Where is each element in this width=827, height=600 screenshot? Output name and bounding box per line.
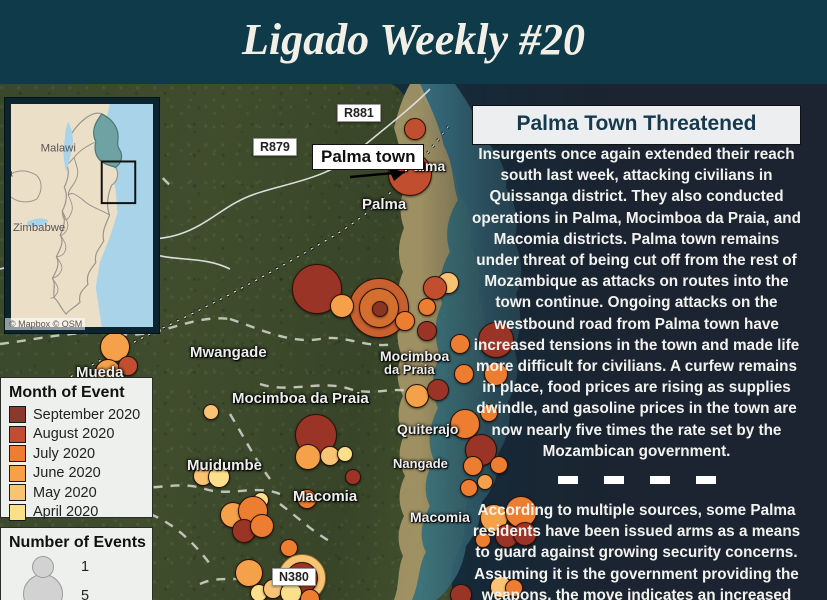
- svg-text:Zimbabwe: Zimbabwe: [13, 222, 65, 234]
- svg-text:Malawi: Malawi: [41, 143, 76, 155]
